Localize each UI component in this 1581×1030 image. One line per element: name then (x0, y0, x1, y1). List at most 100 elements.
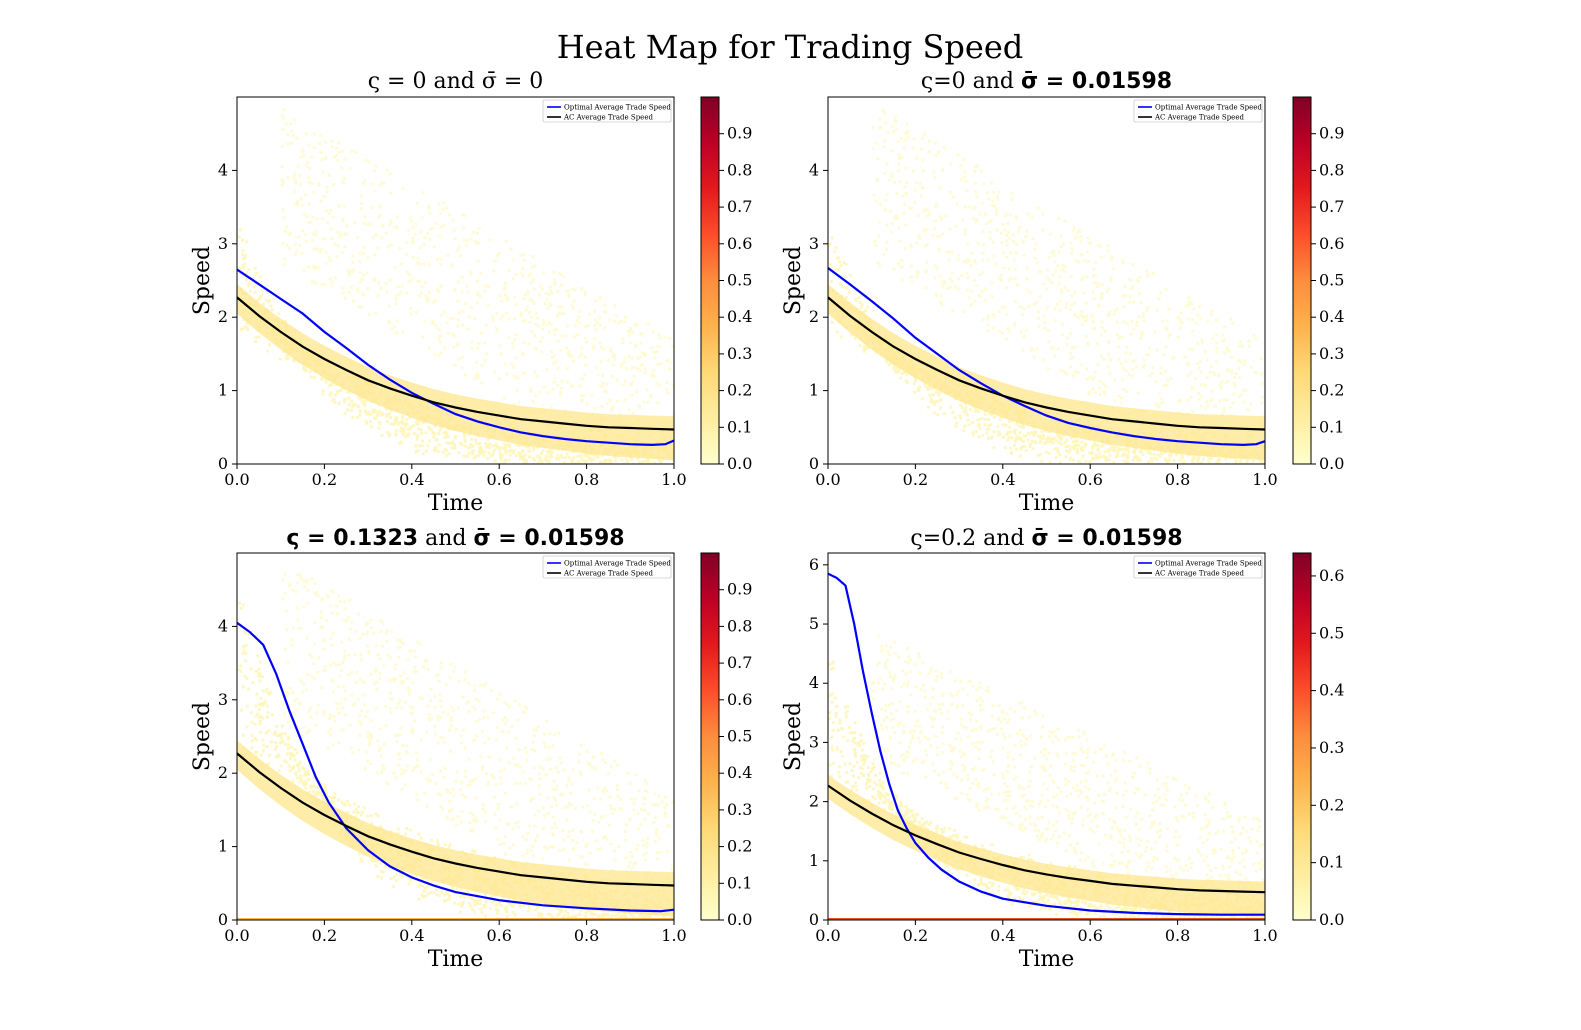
y-tick-label: 3 (218, 234, 228, 253)
x-tick-label: 0.4 (990, 926, 1015, 945)
colorbar-tick-label: 0.9 (727, 580, 752, 599)
colorbar-tick-label: 0.2 (727, 381, 752, 400)
colorbar-tick-label: 0.1 (1319, 417, 1344, 436)
y-tick-label: 2 (218, 763, 228, 782)
colorbar-tick-label: 0.2 (1319, 795, 1344, 814)
subplot-1: 0.0 0.2 0.4 0.6 0.8 1.0 0 1 2 3 4 Time Speed ς = 0 an… (190, 69, 752, 516)
colorbar-tick-label: 0.7 (1319, 197, 1344, 216)
colorbar-tick-label: 0.6 (1319, 566, 1344, 585)
legend-label: Optimal Average Trade Speed (1155, 560, 1262, 568)
colorbar-tick-label: 0.3 (727, 800, 752, 819)
colorbar-gradient (1292, 96, 1312, 465)
colorbar-tick-label: 0.1 (727, 417, 752, 436)
y-tick-label: 4 (218, 616, 228, 635)
x-tick-label: 1.0 (1252, 470, 1277, 489)
legend-label: AC Average Trade Speed (1154, 114, 1244, 122)
colorbar-gradient (700, 96, 720, 465)
x-tick-label: 0.6 (486, 470, 511, 489)
legend-label: Optimal Average Trade Speed (1155, 104, 1262, 112)
colorbar-tick-label: 0.7 (727, 197, 752, 216)
subplot-title-part: and (418, 526, 473, 551)
heatmap-density (828, 634, 1265, 920)
optimal-speed-line (828, 572, 1265, 916)
legend-box (542, 555, 672, 579)
y-tick-label: 4 (809, 160, 819, 179)
y-tick-label: 0 (809, 910, 819, 929)
x-axis-label: Time (428, 491, 484, 516)
colorbar: 0.0 0.1 0.2 0.3 0.4 0.5 0.6 0.7 0.8 0.9 (700, 552, 752, 929)
legend-box (542, 99, 672, 123)
colorbar-tick-label: 0.0 (1319, 454, 1344, 473)
y-tick-label: 1 (218, 837, 228, 856)
heatmap-area (237, 108, 674, 464)
heatmap-area (237, 572, 674, 920)
legend: Optimal Average Trade Speed AC Average Tr… (542, 555, 672, 579)
colorbar-tick-label: 0.1 (1319, 853, 1344, 872)
y-tick-label: 1 (809, 851, 819, 870)
y-tick-label: 4 (809, 673, 819, 692)
subplot-2: 0.0 0.2 0.4 0.6 0.8 1.0 0 1 2 3 4 Time Speed ς=0 and … (781, 69, 1344, 516)
y-axis-label: Speed (190, 246, 215, 315)
colorbar-tick-label: 0.0 (727, 454, 752, 473)
heatmap-density (237, 108, 674, 464)
heatmap-density (237, 572, 674, 920)
y-tick-label: 3 (809, 732, 819, 751)
colorbar-tick-label: 0.7 (727, 653, 752, 672)
legend-label: AC Average Trade Speed (1154, 570, 1244, 578)
subplot-title-part: ς = 0.1323 (286, 526, 418, 551)
y-axis-label: Speed (190, 702, 215, 771)
ac-speed-line (237, 296, 674, 431)
ac-speed-line (828, 296, 1265, 431)
x-tick-label: 1.0 (1252, 926, 1277, 945)
y-tick-label: 3 (809, 234, 819, 253)
x-tick-label: 0.6 (1077, 926, 1102, 945)
subplot-title-part: ς=0.2 and (910, 526, 1031, 551)
colorbar-tick-label: 0.4 (1319, 307, 1344, 326)
colorbar-tick-label: 0.0 (1319, 910, 1344, 929)
subplot-title-part: ς = 0 and (368, 69, 482, 94)
subplot-title-part: σ̄ = 0.01598 (1032, 526, 1183, 551)
colorbar-tick-label: 0.8 (727, 616, 752, 635)
colorbar-tick-label: 0.4 (727, 763, 752, 782)
y-tick-label: 2 (809, 307, 819, 326)
heatmap-core (828, 284, 1265, 461)
y-tick-label: 6 (809, 555, 819, 574)
x-tick-label: 0.8 (574, 926, 599, 945)
colorbar-tick-label: 0.9 (727, 124, 752, 143)
colorbar-tick-label: 0.5 (1319, 623, 1344, 642)
x-tick-label: 1.0 (661, 926, 686, 945)
colorbar: 0.0 0.1 0.2 0.3 0.4 0.5 0.6 (1292, 552, 1344, 929)
x-tick-label: 0.2 (312, 470, 337, 489)
colorbar-tick-label: 0.5 (727, 271, 752, 290)
subplot-title: ς = 0 and σ̄ = 0 (368, 69, 544, 94)
y-tick-label: 0 (809, 454, 819, 473)
x-tick-label: 0.4 (399, 926, 424, 945)
heatmap-density (828, 108, 1265, 464)
y-tick-label: 0 (218, 454, 228, 473)
x-tick-label: 0.0 (224, 926, 249, 945)
optimal-speed-line (237, 621, 674, 913)
y-tick-label: 2 (218, 307, 228, 326)
x-tick-label: 0.8 (1165, 926, 1190, 945)
legend-box (1133, 555, 1263, 579)
x-tick-label: 1.0 (661, 470, 686, 489)
y-tick-label: 0 (218, 910, 228, 929)
x-tick-label: 0.2 (903, 470, 928, 489)
legend-label: Optimal Average Trade Speed (564, 560, 671, 568)
ac-speed-line (828, 784, 1265, 894)
heatmap-area (828, 108, 1265, 464)
colorbar-tick-label: 0.5 (727, 727, 752, 746)
y-tick-label: 3 (218, 690, 228, 709)
x-tick-label: 0.4 (990, 470, 1015, 489)
colorbar-tick-label: 0.6 (727, 690, 752, 709)
x-tick-label: 0.6 (486, 926, 511, 945)
y-axis-label: Speed (781, 702, 806, 771)
y-tick-label: 1 (809, 381, 819, 400)
colorbar: 0.0 0.1 0.2 0.3 0.4 0.5 0.6 0.7 0.8 0.9 (700, 96, 752, 473)
heatmap-core (237, 740, 674, 917)
legend-label: AC Average Trade Speed (563, 114, 653, 122)
heatmap-area (828, 572, 1265, 920)
legend: Optimal Average Trade Speed AC Average Tr… (542, 99, 672, 123)
axes-frame (827, 96, 1266, 465)
legend-box (1133, 99, 1263, 123)
